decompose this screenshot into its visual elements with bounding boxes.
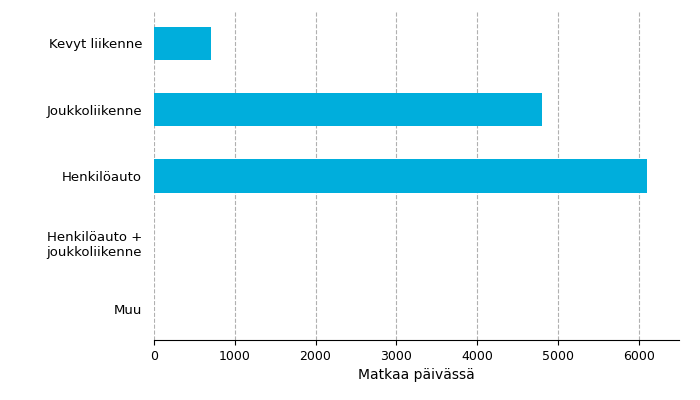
Bar	[154, 27, 211, 60]
Bar	[154, 93, 542, 126]
X-axis label: Matkaa päivässä: Matkaa päivässä	[358, 368, 475, 382]
Bar	[154, 160, 647, 192]
